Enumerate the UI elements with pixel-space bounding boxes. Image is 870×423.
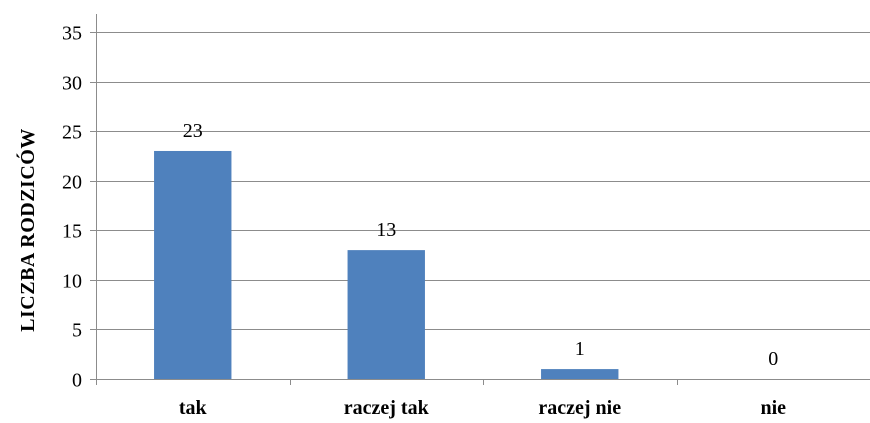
x-tick-labels: tak raczej tak raczej nie nie [179,397,786,419]
x-tick-label: raczej nie [538,397,621,419]
data-labels: 23 13 1 0 [183,120,779,370]
data-label: 0 [768,348,778,370]
data-label: 13 [376,219,396,241]
y-tick-label: 30 [62,73,82,95]
y-tick-labels: 0 5 10 15 20 25 30 35 [62,23,82,392]
bar [347,250,425,379]
bar [154,150,232,379]
x-tick-label: raczej tak [344,397,430,419]
bars [154,150,619,379]
x-tick-label: nie [760,397,786,419]
y-tick-label: 10 [62,271,82,293]
y-tick-label: 5 [72,320,82,342]
data-label: 1 [575,338,585,360]
y-tick-label: 35 [62,23,82,45]
y-axis-label: LICZBA RODZICÓW [15,128,39,332]
y-tick-label: 20 [62,172,82,194]
y-tick-label: 15 [62,221,82,243]
data-label: 23 [183,120,203,142]
axes [90,14,870,385]
y-tick-label: 25 [62,122,82,144]
y-tick-label: 0 [72,370,82,392]
x-tick-label: tak [179,397,208,419]
bar [541,369,619,379]
